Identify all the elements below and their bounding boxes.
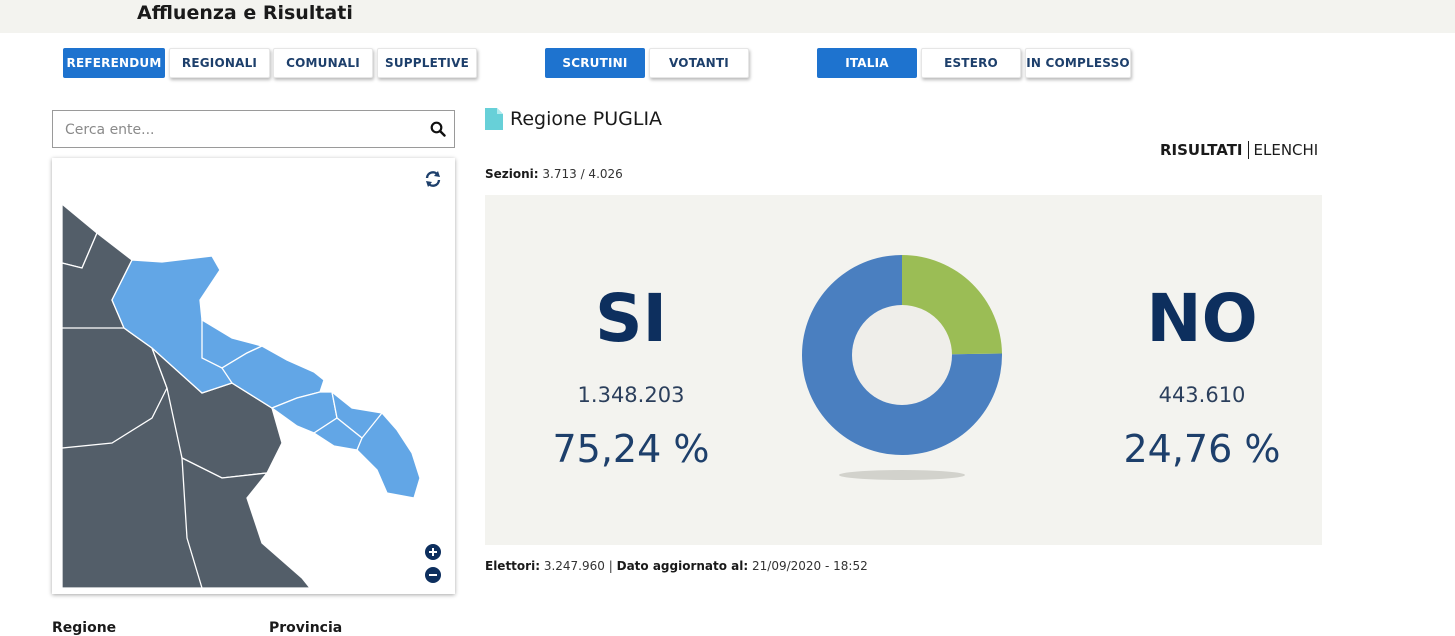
- si-label: SI: [594, 280, 668, 357]
- tab-referendum[interactable]: REFERENDUM: [63, 48, 165, 78]
- search-icon[interactable]: [430, 121, 446, 137]
- tab-suppletive[interactable]: SUPPLETIVE: [377, 48, 477, 78]
- tab-regionali[interactable]: REGIONALI: [169, 48, 270, 78]
- results-donut-chart: [802, 255, 1002, 480]
- sezioni-value: 3.713 / 4.026: [542, 167, 623, 181]
- sezioni-info: Sezioni: 3.713 / 4.026: [485, 167, 623, 181]
- region-map[interactable]: [52, 158, 455, 594]
- tab-in-complesso[interactable]: IN COMPLESSO: [1025, 48, 1131, 78]
- document-icon: [485, 108, 503, 130]
- region-title: Regione PUGLIA: [510, 108, 663, 130]
- si-percent: 75,24 %: [552, 427, 710, 471]
- donut-shadow: [839, 470, 965, 480]
- search-input[interactable]: [63, 118, 417, 142]
- results-panel: SI 1.348.203 75,24 % NO 443.610 24,76 %: [485, 195, 1322, 545]
- view-tabs: RISULTATI ELENCHI: [1160, 141, 1318, 159]
- tab-votanti[interactable]: VOTANTI: [649, 48, 749, 78]
- si-votes: 1.348.203: [577, 383, 685, 407]
- tab-scrutini[interactable]: SCRUTINI: [545, 48, 645, 78]
- page-title: Affluenza e Risultati: [137, 2, 353, 24]
- search-box: [52, 110, 455, 148]
- top-bar: Affluenza e Risultati: [0, 0, 1455, 33]
- map-province[interactable]: [312, 417, 363, 451]
- map-canvas[interactable]: [52, 158, 455, 594]
- no-label: NO: [1146, 280, 1258, 357]
- donut-hole: [852, 305, 952, 405]
- list-header-regione: Regione: [52, 620, 117, 636]
- elettori-label: Elettori:: [485, 559, 540, 573]
- no-votes: 443.610: [1158, 383, 1246, 407]
- footer-info: Elettori: 3.247.960 | Dato aggiornato al…: [485, 559, 868, 573]
- list-header-provincia: Provincia: [269, 620, 343, 636]
- updated-label: Dato aggiornato al:: [616, 559, 749, 573]
- zoom-in-icon[interactable]: [425, 544, 441, 560]
- tab-comunali[interactable]: COMUNALI: [273, 48, 373, 78]
- tab-elenchi[interactable]: ELENCHI: [1253, 141, 1319, 159]
- elettori-value: 3.247.960: [543, 559, 605, 573]
- updated-value: 21/09/2020 - 18:52: [752, 559, 868, 573]
- zoom-out-icon[interactable]: [425, 567, 441, 583]
- footer-separator: |: [608, 559, 613, 573]
- map-region-other[interactable]: [181, 456, 312, 589]
- tab-italia[interactable]: ITALIA: [817, 48, 917, 78]
- map-province[interactable]: [331, 390, 384, 439]
- refresh-icon[interactable]: [424, 170, 442, 188]
- sezioni-label: Sezioni:: [485, 167, 539, 181]
- no-percent: 24,76 %: [1123, 427, 1281, 471]
- tab-risultati[interactable]: RISULTATI: [1160, 141, 1249, 159]
- tab-estero[interactable]: ESTERO: [921, 48, 1021, 78]
- region-heading: Regione PUGLIA: [485, 108, 662, 130]
